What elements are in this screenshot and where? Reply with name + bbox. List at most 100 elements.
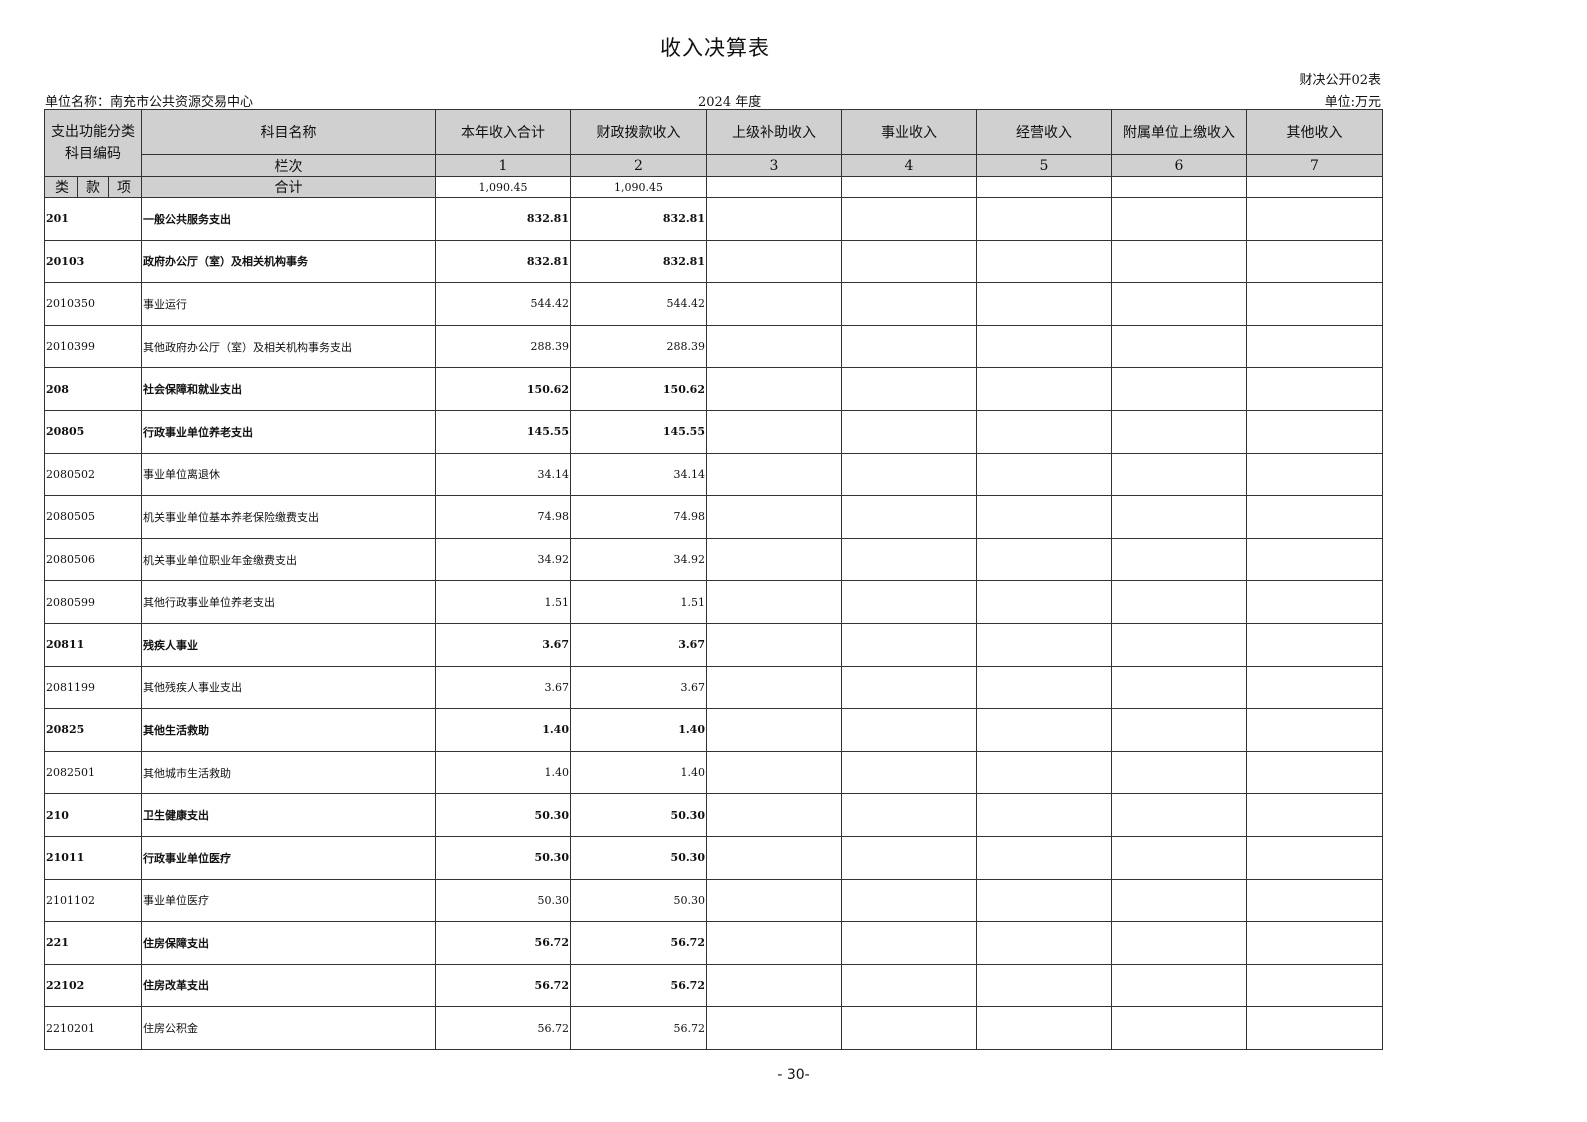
empty-cell — [1246, 537, 1383, 582]
total-cell: 56.72 — [435, 921, 571, 965]
total-cell: 50.30 — [435, 835, 571, 880]
empty-cell — [706, 537, 842, 582]
total-cell: 1.51 — [435, 580, 571, 624]
empty-cell — [1246, 1006, 1383, 1050]
empty-cell — [841, 622, 977, 667]
empty-cell — [976, 282, 1112, 326]
fiscal-year: 2024 年度 — [698, 95, 762, 110]
name-cell: 机关事业单位基本养老保险缴费支出 — [141, 495, 436, 539]
name-cell: 社会保障和就业支出 — [141, 367, 436, 411]
name-cell: 住房保障支出 — [141, 921, 436, 965]
empty-cell — [1111, 750, 1247, 795]
empty-cell — [1111, 1006, 1247, 1050]
header-row: 支出功能分类科目编码 科目名称 本年收入合计 财政拨款收入 上级补助收入 事业收… — [44, 109, 1383, 177]
empty-cell — [1246, 835, 1383, 880]
empty-cell — [1111, 537, 1247, 582]
fiscal-cell: 56.72 — [570, 921, 707, 965]
empty-cell — [976, 622, 1112, 667]
empty-cell — [1111, 963, 1247, 1008]
code-cell: 210 — [44, 793, 142, 837]
empty-cell — [841, 495, 977, 539]
empty-cell — [706, 282, 842, 326]
empty-cell — [841, 537, 977, 582]
total-value — [841, 176, 977, 198]
code-header: 支出功能分类科目编码 — [44, 109, 142, 177]
fiscal-cell: 544.42 — [570, 282, 707, 326]
total-cell: 56.72 — [435, 1006, 571, 1050]
empty-cell — [1246, 878, 1383, 923]
empty-cell — [976, 963, 1112, 1008]
column-index: 6 — [1111, 154, 1247, 177]
total-cell: 1.40 — [435, 750, 571, 795]
total-value: 1,090.45 — [570, 176, 707, 198]
code-cell: 20805 — [44, 409, 142, 454]
column-header: 事业收入 — [841, 109, 977, 155]
table-row: 20811 残疾人事业 3.67 3.67 — [44, 622, 1383, 667]
fiscal-cell: 56.72 — [570, 1006, 707, 1050]
form-number: 财决公开02表 — [1299, 73, 1381, 88]
empty-cell — [841, 409, 977, 454]
empty-cell — [841, 367, 977, 411]
table-row: 2080502 事业单位离退休 34.14 34.14 — [44, 452, 1383, 497]
total-cell: 832.81 — [435, 239, 571, 284]
fiscal-cell: 1.51 — [570, 580, 707, 624]
fiscal-cell: 74.98 — [570, 495, 707, 539]
empty-cell — [976, 409, 1112, 454]
total-cell: 34.92 — [435, 537, 571, 582]
empty-cell — [841, 708, 977, 752]
column-index: 2 — [570, 154, 707, 177]
empty-cell — [1246, 367, 1383, 411]
empty-cell — [976, 580, 1112, 624]
table-row: 2210201 住房公积金 56.72 56.72 — [44, 1006, 1383, 1050]
column-header: 本年收入合计 — [435, 109, 571, 155]
code-cell: 2082501 — [44, 750, 142, 795]
currency-unit: 单位:万元 — [1324, 95, 1381, 110]
empty-cell — [841, 665, 977, 710]
empty-cell — [1111, 878, 1247, 923]
fiscal-cell: 50.30 — [570, 835, 707, 880]
total-cell: 544.42 — [435, 282, 571, 326]
code-cell: 20103 — [44, 239, 142, 284]
empty-cell — [706, 580, 842, 624]
code-cell: 2010350 — [44, 282, 142, 326]
page-number: - 30- — [777, 1067, 810, 1083]
sub-code-item: 项 — [117, 180, 131, 196]
empty-cell — [706, 622, 842, 667]
empty-cell — [841, 324, 977, 369]
name-cell: 住房公积金 — [141, 1006, 436, 1050]
table-row: 2010350 事业运行 544.42 544.42 — [44, 282, 1383, 326]
table-row: 2080505 机关事业单位基本养老保险缴费支出 74.98 74.98 — [44, 495, 1383, 539]
code-cell: 221 — [44, 921, 142, 965]
table-row: 21011 行政事业单位医疗 50.30 50.30 — [44, 835, 1383, 880]
empty-cell — [706, 324, 842, 369]
empty-cell — [976, 665, 1112, 710]
empty-cell — [1246, 793, 1383, 837]
empty-cell — [1246, 580, 1383, 624]
empty-cell — [1246, 708, 1383, 752]
fiscal-cell: 34.92 — [570, 537, 707, 582]
fiscal-cell: 50.30 — [570, 793, 707, 837]
empty-cell — [1111, 708, 1247, 752]
empty-cell — [976, 537, 1112, 582]
table-row: 208 社会保障和就业支出 150.62 150.62 — [44, 367, 1383, 411]
code-cell: 2080505 — [44, 495, 142, 539]
total-value — [706, 176, 842, 198]
column-header: 附属单位上缴收入 — [1111, 109, 1247, 155]
empty-cell — [706, 495, 842, 539]
empty-cell — [841, 580, 977, 624]
empty-cell — [1111, 282, 1247, 326]
unit-name: 单位名称：南充市公共资源交易中心 — [45, 95, 254, 110]
empty-cell — [841, 835, 977, 880]
fiscal-cell: 3.67 — [570, 665, 707, 710]
column-index: 4 — [841, 154, 977, 177]
empty-cell — [1111, 921, 1247, 965]
total-cell: 1.40 — [435, 708, 571, 752]
empty-cell — [841, 282, 977, 326]
empty-cell — [706, 197, 842, 241]
name-cell: 其他生活救助 — [141, 708, 436, 752]
code-cell: 2080506 — [44, 537, 142, 582]
empty-cell — [841, 452, 977, 497]
empty-cell — [1111, 239, 1247, 284]
name-cell: 机关事业单位职业年金缴费支出 — [141, 537, 436, 582]
empty-cell — [706, 367, 842, 411]
